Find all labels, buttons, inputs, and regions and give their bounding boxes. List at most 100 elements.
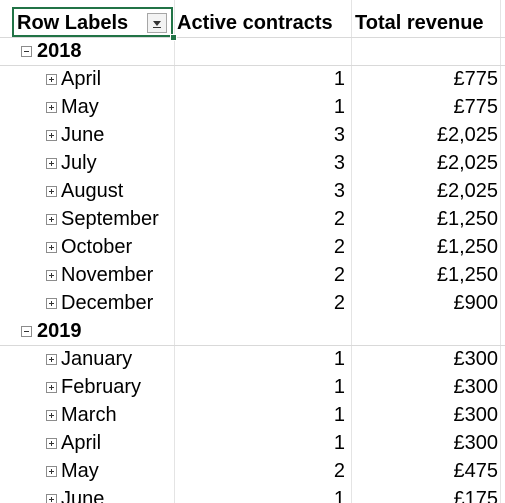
month-label: December bbox=[61, 292, 154, 314]
month-label: June bbox=[61, 488, 105, 503]
active-contracts-cell[interactable]: 2 bbox=[174, 205, 351, 233]
expand-plus-icon[interactable] bbox=[46, 102, 57, 113]
total-revenue-cell[interactable]: £300 bbox=[351, 345, 500, 373]
row-label-cell[interactable]: March bbox=[0, 401, 174, 429]
expand-plus-icon[interactable] bbox=[46, 438, 57, 449]
active-contracts-cell[interactable]: 1 bbox=[174, 401, 351, 429]
collapse-minus-icon[interactable] bbox=[21, 46, 32, 57]
expand-plus-icon[interactable] bbox=[46, 186, 57, 197]
total-revenue-cell[interactable]: £775 bbox=[351, 65, 500, 93]
total-revenue-cell[interactable]: £1,250 bbox=[351, 205, 500, 233]
expand-plus-icon[interactable] bbox=[46, 158, 57, 169]
active-contracts-cell[interactable]: 1 bbox=[174, 345, 351, 373]
expand-plus-icon[interactable] bbox=[46, 382, 57, 393]
month-row: May 1 £775 bbox=[0, 93, 505, 121]
row-label-cell[interactable]: October bbox=[0, 233, 174, 261]
fill-handle[interactable] bbox=[170, 34, 177, 41]
total-revenue-value: £900 bbox=[453, 292, 499, 314]
month-row: September 2 £1,250 bbox=[0, 205, 505, 233]
expand-plus-icon[interactable] bbox=[46, 130, 57, 141]
row-labels-header-cell[interactable]: Row Labels bbox=[0, 9, 174, 37]
active-contracts-cell[interactable] bbox=[174, 37, 351, 65]
expand-plus-icon[interactable] bbox=[46, 214, 57, 225]
total-revenue-cell[interactable] bbox=[351, 317, 500, 345]
month-row: February 1 £300 bbox=[0, 373, 505, 401]
active-contracts-cell[interactable]: 2 bbox=[174, 261, 351, 289]
active-contracts-cell[interactable]: 3 bbox=[174, 121, 351, 149]
expand-plus-icon[interactable] bbox=[46, 410, 57, 421]
expand-plus-icon[interactable] bbox=[46, 298, 57, 309]
active-contracts-cell[interactable]: 2 bbox=[174, 233, 351, 261]
total-revenue-header-cell[interactable]: Total revenue bbox=[351, 9, 500, 37]
total-revenue-cell[interactable]: £175 bbox=[351, 485, 500, 503]
filter-underline bbox=[153, 27, 161, 28]
total-revenue-cell[interactable]: £300 bbox=[351, 429, 500, 457]
expand-plus-icon[interactable] bbox=[46, 494, 57, 503]
chevron-down-icon bbox=[153, 21, 161, 26]
total-revenue-cell[interactable]: £300 bbox=[351, 401, 500, 429]
row-label-cell[interactable]: April bbox=[0, 429, 174, 457]
total-revenue-value: £475 bbox=[453, 460, 499, 482]
total-revenue-value: £775 bbox=[453, 96, 499, 118]
total-revenue-value: £2,025 bbox=[436, 180, 498, 202]
month-row: May 2 £475 bbox=[0, 457, 505, 485]
row-label-cell[interactable]: December bbox=[0, 289, 174, 317]
row-label-cell[interactable]: April bbox=[0, 65, 174, 93]
active-contracts-cell[interactable]: 3 bbox=[174, 149, 351, 177]
year-row: 2019 bbox=[0, 317, 505, 346]
active-contracts-cell[interactable]: 1 bbox=[174, 93, 351, 121]
expand-plus-icon[interactable] bbox=[46, 466, 57, 477]
year-label: 2019 bbox=[37, 320, 82, 342]
expand-plus-icon[interactable] bbox=[46, 354, 57, 365]
expand-plus-icon[interactable] bbox=[46, 242, 57, 253]
total-revenue-cell[interactable]: £775 bbox=[351, 93, 500, 121]
active-contracts-value: 1 bbox=[333, 376, 345, 398]
row-label-cell[interactable]: January bbox=[0, 345, 174, 373]
row-label-cell[interactable]: June bbox=[0, 121, 174, 149]
active-contracts-cell[interactable]: 2 bbox=[174, 289, 351, 317]
month-row: April 1 £300 bbox=[0, 429, 505, 457]
row-label-cell[interactable]: May bbox=[0, 93, 174, 121]
row-label-cell[interactable]: 2018 bbox=[0, 37, 174, 65]
active-contracts-cell[interactable] bbox=[174, 317, 351, 345]
total-revenue-cell[interactable]: £2,025 bbox=[351, 121, 500, 149]
year-label: 2018 bbox=[37, 40, 82, 62]
total-revenue-cell[interactable]: £2,025 bbox=[351, 149, 500, 177]
year-row: 2018 bbox=[0, 37, 505, 66]
active-contracts-cell[interactable]: 1 bbox=[174, 373, 351, 401]
row-label-cell[interactable]: September bbox=[0, 205, 174, 233]
active-contracts-cell[interactable]: 3 bbox=[174, 177, 351, 205]
expand-plus-icon[interactable] bbox=[46, 270, 57, 281]
row-label-cell[interactable]: November bbox=[0, 261, 174, 289]
row-label-cell[interactable]: February bbox=[0, 373, 174, 401]
active-contracts-cell[interactable]: 1 bbox=[174, 485, 351, 503]
active-contracts-header: Active contracts bbox=[177, 12, 333, 34]
row-label-cell[interactable]: July bbox=[0, 149, 174, 177]
active-contracts-value: 1 bbox=[333, 96, 345, 118]
total-revenue-cell[interactable]: £475 bbox=[351, 457, 500, 485]
row-label-cell[interactable]: 2019 bbox=[0, 317, 174, 345]
active-contracts-cell[interactable]: 1 bbox=[174, 65, 351, 93]
active-contracts-value: 1 bbox=[333, 404, 345, 426]
total-revenue-cell[interactable]: £2,025 bbox=[351, 177, 500, 205]
active-contracts-cell[interactable]: 2 bbox=[174, 457, 351, 485]
total-revenue-cell[interactable]: £300 bbox=[351, 373, 500, 401]
active-contracts-header-cell[interactable]: Active contracts bbox=[174, 9, 351, 37]
collapse-minus-icon[interactable] bbox=[21, 326, 32, 337]
row-label-cell[interactable]: May bbox=[0, 457, 174, 485]
row-label-cell[interactable]: August bbox=[0, 177, 174, 205]
filter-dropdown-icon[interactable] bbox=[147, 13, 167, 33]
total-revenue-cell[interactable]: £900 bbox=[351, 289, 500, 317]
month-label: June bbox=[61, 124, 105, 146]
total-revenue-cell[interactable]: £1,250 bbox=[351, 233, 500, 261]
active-contracts-cell[interactable]: 1 bbox=[174, 429, 351, 457]
month-label: September bbox=[61, 208, 159, 230]
total-revenue-value: £300 bbox=[453, 404, 499, 426]
total-revenue-cell[interactable]: £1,250 bbox=[351, 261, 500, 289]
total-revenue-cell[interactable] bbox=[351, 37, 500, 65]
expand-plus-icon[interactable] bbox=[46, 74, 57, 85]
total-revenue-value: £1,250 bbox=[436, 264, 498, 286]
row-labels-header: Row Labels bbox=[17, 12, 129, 34]
total-revenue-value: £2,025 bbox=[436, 152, 498, 174]
row-label-cell[interactable]: June bbox=[0, 485, 174, 503]
